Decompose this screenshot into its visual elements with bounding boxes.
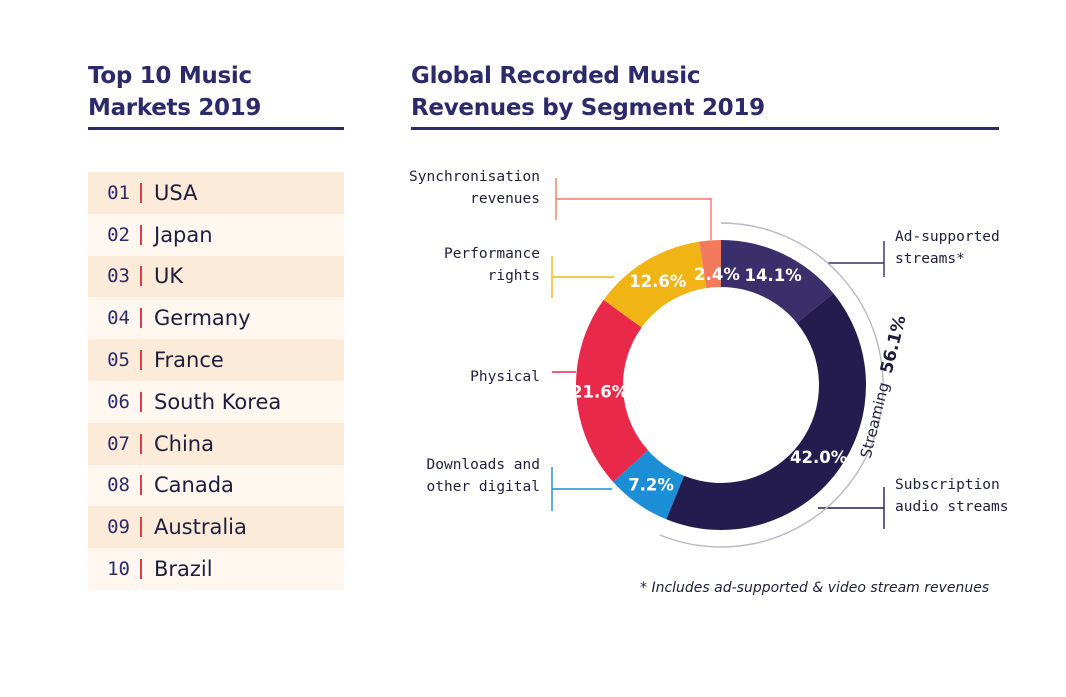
market-row: 03 UK — [88, 255, 344, 298]
market-separator — [140, 517, 142, 538]
market-separator — [140, 391, 142, 412]
market-rank: 09 — [107, 516, 130, 539]
leader-line — [551, 256, 614, 298]
left-title-rule — [88, 127, 344, 130]
slice-name-label: Downloads and other digital — [427, 457, 541, 495]
market-row: 04 Germany — [88, 297, 344, 340]
donut-slices — [575, 240, 866, 530]
slice-value-label: 12.6% — [629, 272, 687, 291]
leader-line — [555, 178, 712, 240]
market-separator — [140, 308, 142, 329]
market-name: South Korea — [154, 389, 282, 414]
market-rank: 08 — [107, 474, 130, 497]
donut-slice — [721, 240, 834, 324]
market-name: Japan — [154, 222, 213, 247]
market-rank: 06 — [107, 390, 130, 413]
slice-value-label: 21.6% — [571, 382, 629, 401]
top-markets-title: Top 10 Music Markets 2019 — [88, 60, 348, 124]
slice-value-label: 7.2% — [628, 475, 674, 494]
market-name: China — [154, 431, 214, 456]
slice-name-label: Physical — [470, 369, 540, 385]
slice-value-labels: 14.1% 42.0% 7.2% 21.6% 12.6% 2.4% — [571, 265, 848, 494]
donut-slice — [613, 450, 685, 520]
leader-line — [818, 487, 885, 529]
slice-name-label: Subscription audio streams — [895, 477, 1009, 515]
market-row: 01 USA — [88, 172, 344, 214]
market-rank: 02 — [107, 223, 130, 246]
streaming-percent: 56.1% — [877, 313, 911, 375]
streaming-bracket-arc — [659, 222, 884, 548]
market-rank: 03 — [107, 265, 130, 288]
market-name: Brazil — [154, 557, 213, 582]
leader-line — [828, 241, 885, 277]
market-name: Germany — [154, 306, 251, 331]
slice-value-label: 42.0% — [790, 448, 848, 467]
market-separator — [140, 266, 142, 287]
market-rank: 07 — [107, 432, 130, 455]
market-row: 10 Brazil — [88, 548, 344, 590]
market-rank: 01 — [107, 181, 130, 204]
donut-slice — [666, 293, 866, 530]
market-row: 05 France — [88, 339, 344, 381]
donut-slice — [575, 299, 649, 482]
slice-name-label: Ad-supported streams* — [895, 229, 1000, 267]
slice-value-label: 2.4% — [694, 265, 740, 284]
market-row: 07 China — [88, 422, 344, 465]
donut-slice — [603, 241, 707, 328]
market-name: USA — [154, 180, 198, 205]
market-separator — [140, 559, 142, 580]
market-separator — [140, 224, 142, 245]
market-row: 09 Australia — [88, 506, 344, 549]
market-rank: 05 — [107, 349, 130, 372]
market-separator — [140, 475, 142, 496]
footnote: * Includes ad-supported & video stream r… — [640, 580, 990, 596]
market-name: France — [154, 348, 224, 373]
market-rank: 10 — [107, 558, 130, 581]
market-row: 02 Japan — [88, 213, 344, 256]
revenue-segment-title-line1: Global Recorded Music — [411, 63, 701, 89]
market-separator — [140, 350, 142, 371]
market-rank: 04 — [107, 307, 130, 330]
top-markets-title-line2: Markets 2019 — [88, 95, 262, 121]
top-markets-title-line1: Top 10 Music — [88, 63, 252, 89]
market-name: UK — [154, 264, 184, 289]
donut-slice — [699, 240, 721, 289]
market-name: Australia — [154, 515, 247, 540]
market-name: Canada — [154, 473, 234, 498]
leader-lines — [551, 178, 885, 529]
leader-line — [551, 467, 612, 511]
top-markets-list: 01 USA 02 Japan 03 UK 04 Germany 05 France 06… — [88, 172, 344, 590]
slice-name-labels: Ad-supported streams* Subscription audio st… — [409, 169, 1008, 515]
right-title-rule — [411, 127, 999, 130]
revenue-segment-title-line2: Revenues by Segment 2019 — [411, 95, 765, 121]
market-row: 06 South Korea — [88, 380, 344, 423]
slice-name-label: Synchronisation revenues — [409, 169, 540, 207]
market-row: 08 Canada — [88, 464, 344, 507]
slice-value-label: 14.1% — [745, 266, 803, 285]
market-separator — [140, 433, 142, 454]
revenue-segment-title: Global Recorded Music Revenues by Segmen… — [411, 60, 971, 124]
market-separator — [140, 182, 142, 203]
slice-name-label: Performance rights — [444, 246, 540, 284]
